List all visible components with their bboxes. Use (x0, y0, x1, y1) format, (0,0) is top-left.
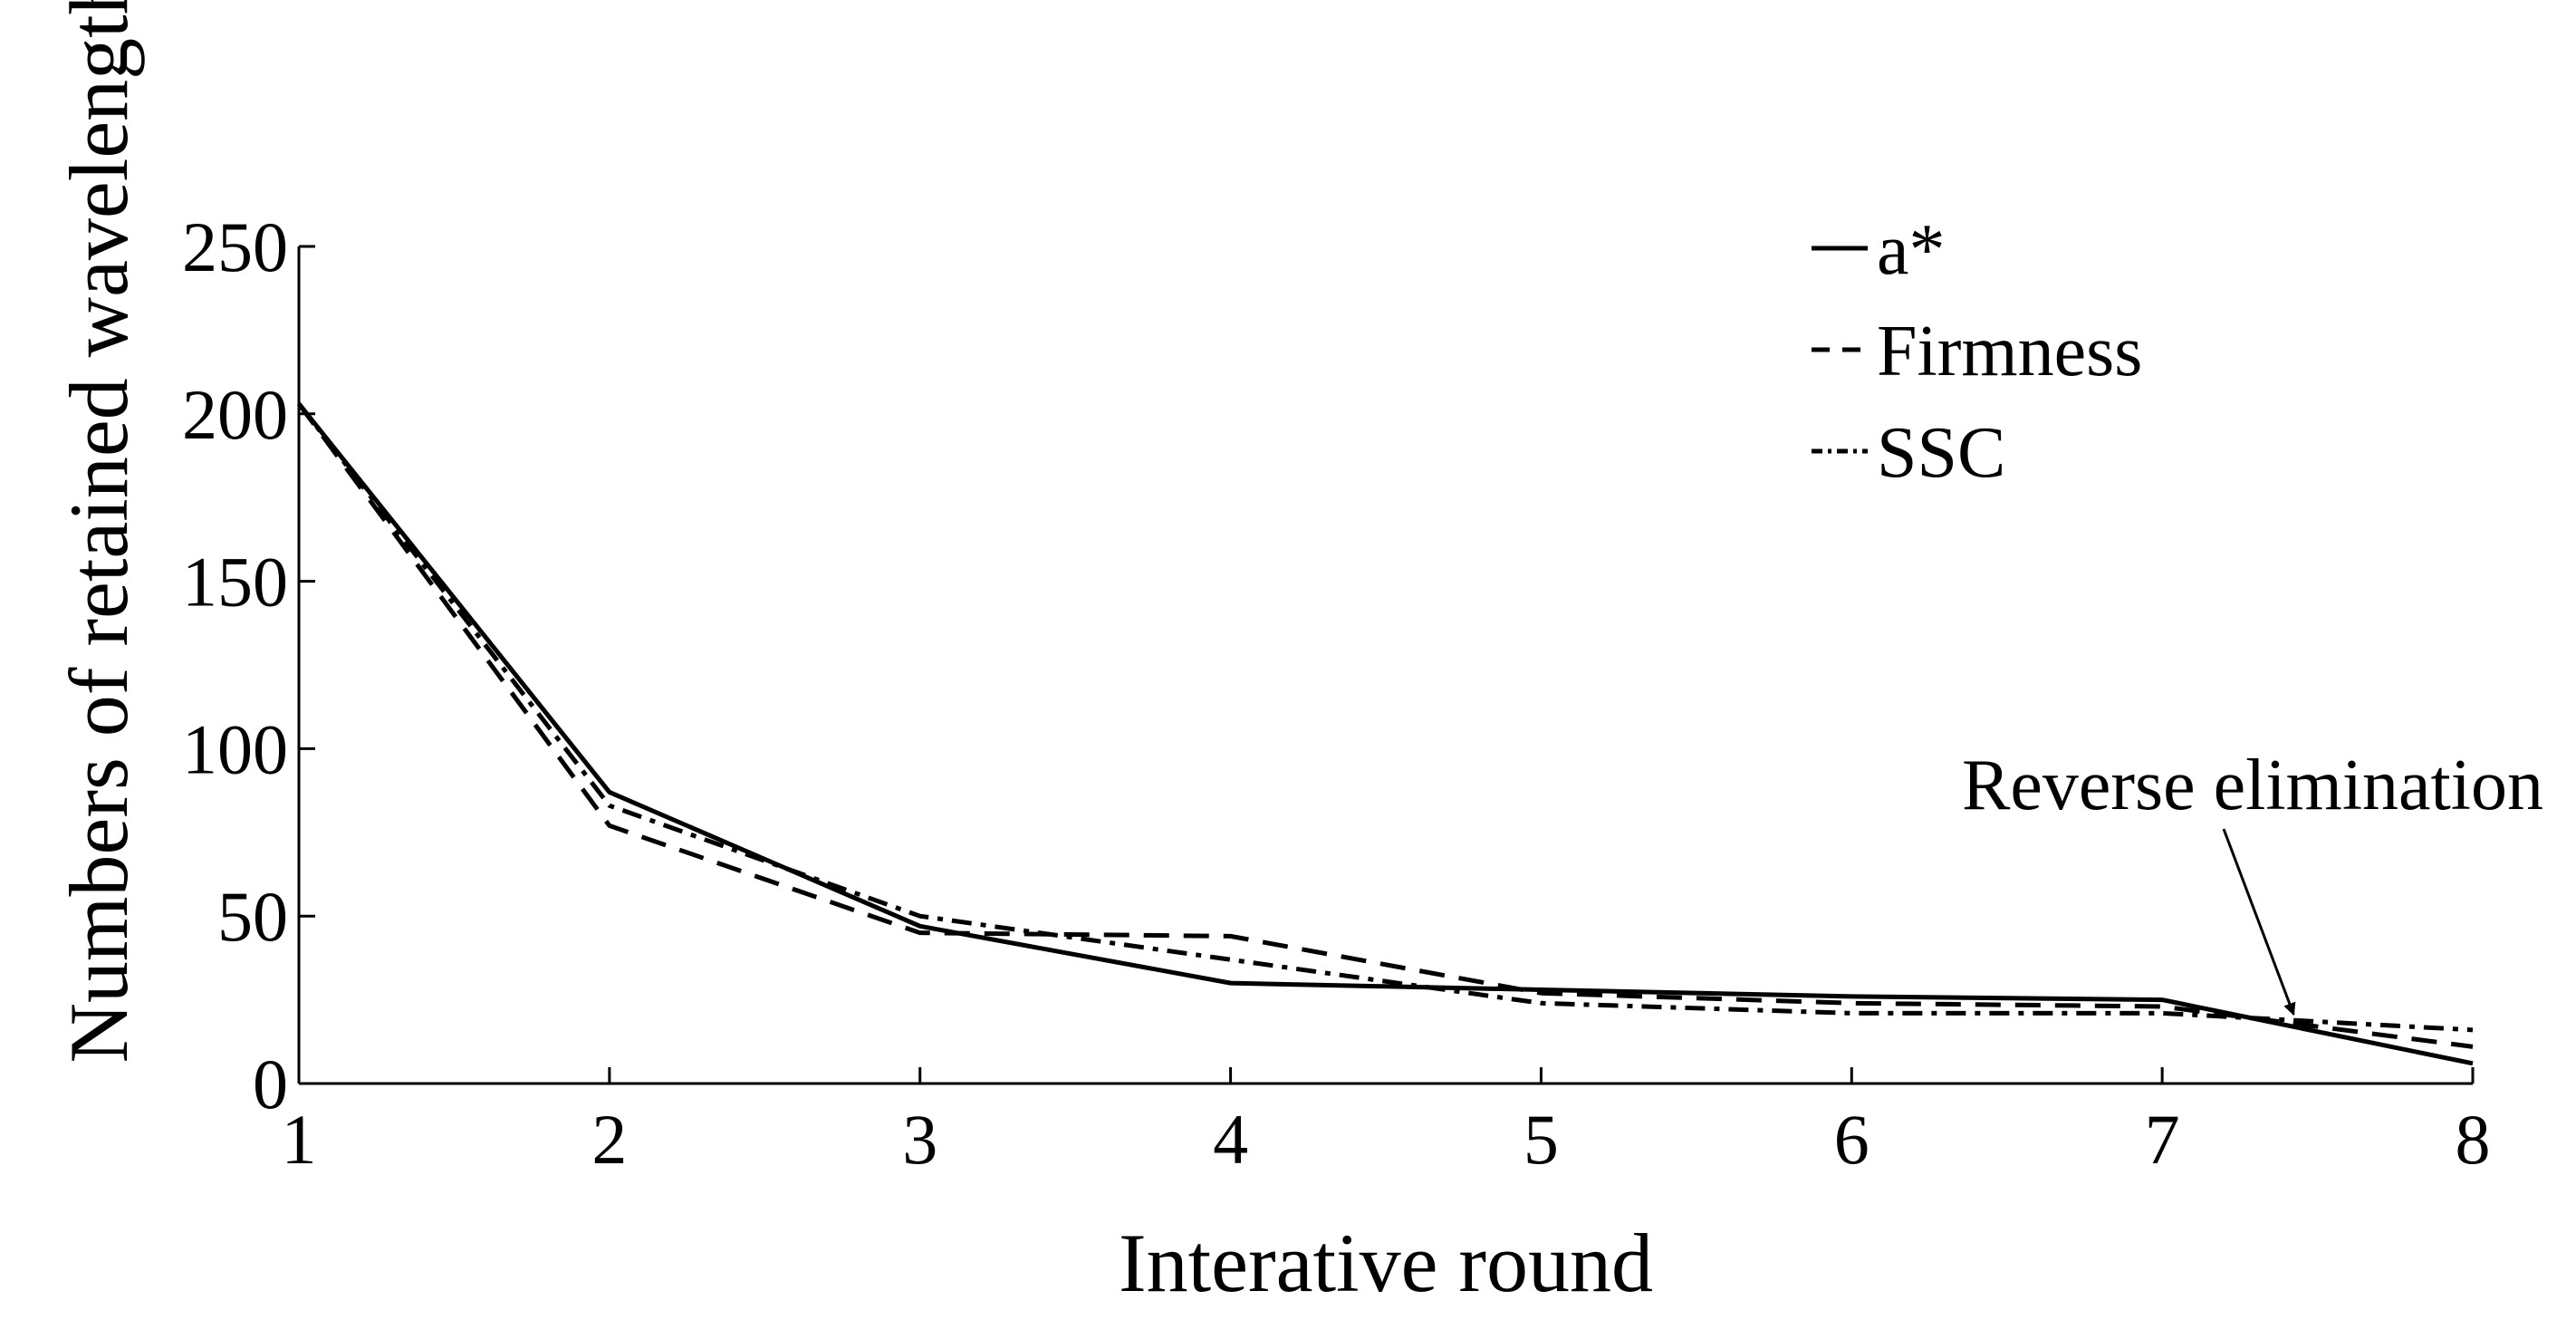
legend-label: SSC (1877, 413, 2005, 493)
x-tick-label: 2 (591, 1100, 627, 1179)
y-ticks: 0 50 100 150 200 250 (182, 207, 315, 1123)
series-group (296, 402, 2474, 1066)
y-tick-label: 200 (182, 375, 288, 454)
x-tick-label: 8 (2456, 1100, 2491, 1179)
annotation: Reverse elimination (1962, 746, 2543, 1016)
x-ticks: 1 2 3 4 5 6 7 8 (282, 1067, 2491, 1179)
annotation-text: Reverse elimination (1962, 746, 2543, 825)
y-tick-label: 50 (217, 877, 288, 956)
series-line-firmness (296, 402, 2474, 1049)
legend: a* Firmness SSC (1812, 210, 2142, 493)
x-axis-title: Interative round (1119, 1217, 1653, 1309)
legend-label: a* (1877, 210, 1946, 290)
y-tick-label: 150 (182, 543, 288, 621)
x-tick-label: 7 (2145, 1100, 2180, 1179)
axes (297, 246, 2473, 1085)
series-line-ssc (297, 402, 2474, 1033)
x-tick-label: 5 (1523, 1100, 1559, 1179)
x-tick-label: 3 (902, 1100, 937, 1179)
legend-label: Firmness (1877, 312, 2142, 391)
annotation-arrow (2222, 828, 2296, 1016)
y-tick-label: 250 (182, 207, 288, 286)
series-line-a (297, 402, 2474, 1066)
y-tick-label: 0 (253, 1045, 288, 1123)
y-tick-label: 100 (182, 709, 288, 788)
x-tick-label: 1 (282, 1100, 317, 1179)
y-axis-title: Numbers of retained wavelengths (53, 0, 145, 1064)
x-tick-label: 4 (1213, 1100, 1248, 1179)
x-tick-label: 6 (1834, 1100, 1870, 1179)
